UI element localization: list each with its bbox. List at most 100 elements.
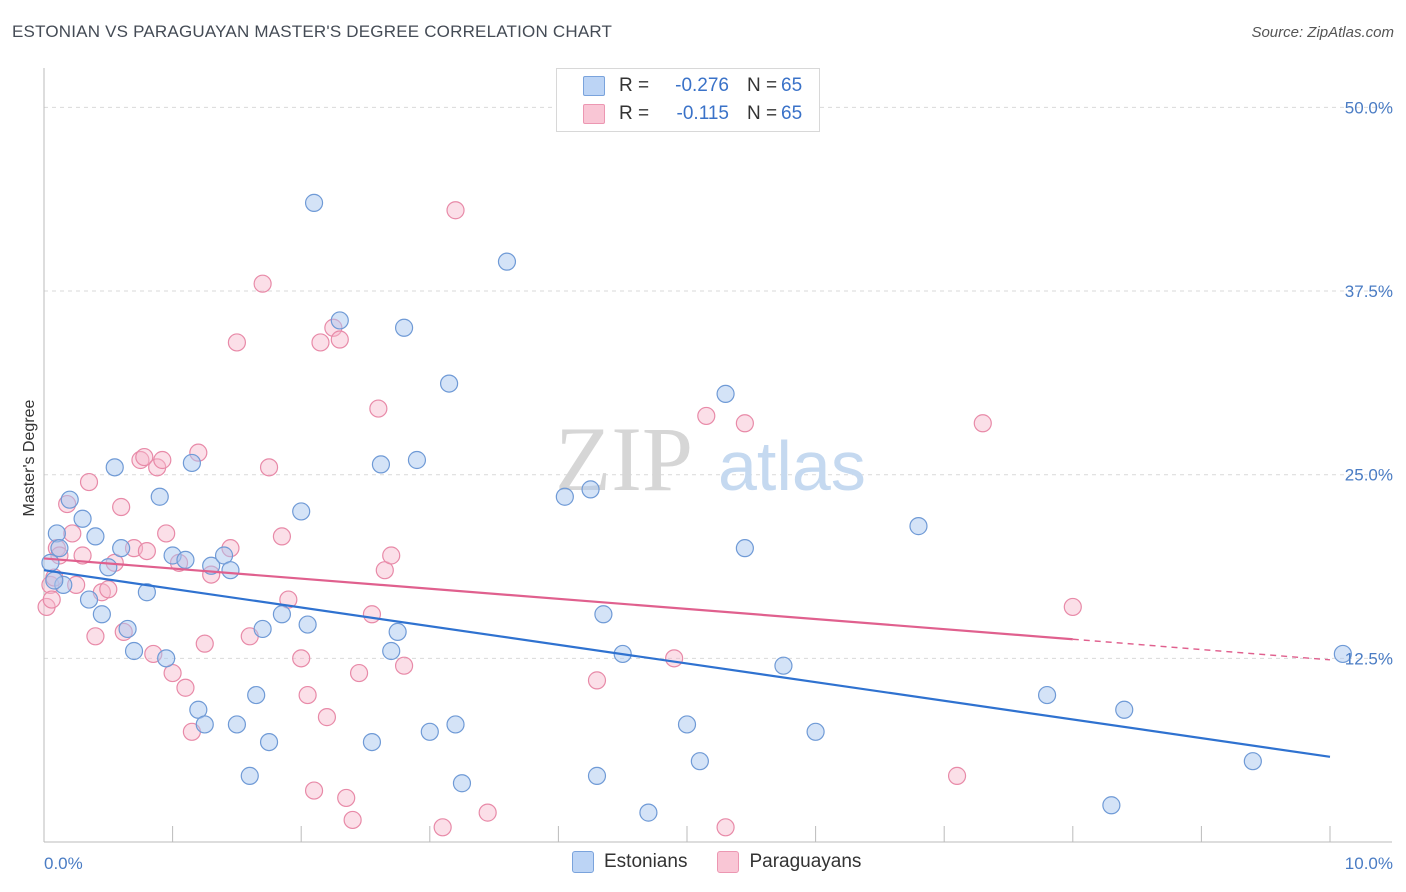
paraguayans-point <box>343 810 362 830</box>
estonians-swatch <box>572 851 594 873</box>
estonians-point <box>371 455 391 474</box>
legend-label-paraguayans: Paraguayans <box>749 851 862 872</box>
legend-item-paraguayans[interactable]: Paraguayans <box>717 851 861 873</box>
paraguayans-point <box>1063 597 1082 617</box>
paraguayans-point <box>349 663 369 683</box>
paraguayans-point <box>317 708 337 727</box>
paraguayans-swatch <box>717 851 740 873</box>
paraguayans-point <box>73 546 92 565</box>
estonians-point <box>1115 700 1134 719</box>
estonians-point <box>292 502 311 521</box>
legend-item-estonians[interactable]: Estonians <box>572 851 687 873</box>
estonians-point <box>176 550 195 570</box>
estonians-point <box>195 715 214 734</box>
estonians-point <box>221 561 240 580</box>
estonians-points <box>41 193 1352 822</box>
estonians-point <box>298 615 317 634</box>
estonians-point <box>157 649 176 668</box>
y-tick-label: 12.5% <box>1345 649 1393 668</box>
estonians-point <box>60 490 79 509</box>
paraguayans-point <box>176 678 195 697</box>
paraguayans-point <box>42 590 61 609</box>
tick-labels: 12.5% 25.0% 37.5% 50.0% 0.0% 10.0% <box>44 98 1393 873</box>
n-value: 65 <box>781 75 803 96</box>
paraguayans-point <box>973 414 992 433</box>
paraguayans-point <box>382 546 401 565</box>
r-value: -0.115 <box>676 103 729 124</box>
paraguayans-point <box>195 634 214 653</box>
estonians-point <box>806 722 825 741</box>
estonians-point <box>105 458 124 477</box>
estonians-point <box>581 480 600 499</box>
x-tick-label: 10.0% <box>1345 854 1393 873</box>
estonians-point <box>45 571 64 590</box>
paraguayans-point <box>79 472 99 492</box>
estonians-swatch <box>583 76 605 96</box>
paraguayans-point <box>665 649 684 668</box>
paraguayans-point <box>369 399 388 418</box>
paraguayans-point <box>446 201 465 220</box>
estonians-point <box>594 605 613 624</box>
estonians-point <box>439 374 459 393</box>
estonians-point <box>99 558 118 577</box>
estonians-point <box>388 622 407 642</box>
paraguayans-points <box>37 201 1082 837</box>
estonians-point <box>1333 644 1352 664</box>
paraguayans-point <box>86 627 105 646</box>
x-tick-label: 0.0% <box>44 854 83 873</box>
paraguayans-point <box>478 803 497 822</box>
estonians-point <box>240 766 259 785</box>
estonians-point <box>909 517 928 536</box>
paraguayans-point <box>63 524 82 543</box>
paraguayans-point <box>735 414 754 433</box>
legend-row-paraguayans: R = -0.115 N = 65 <box>557 101 802 127</box>
paraguayans-point <box>298 685 317 705</box>
estonians-point <box>420 722 439 741</box>
watermark-zip: ZIP <box>555 408 693 510</box>
paraguayans-point <box>259 458 279 477</box>
estonians-point <box>41 553 60 572</box>
source-label: Source: ZipAtlas.com <box>1251 24 1394 41</box>
estonians-point <box>677 715 697 734</box>
paraguayans-point <box>137 541 156 561</box>
paraguayans-point <box>337 788 356 808</box>
paraguayans-point <box>947 766 967 785</box>
n-value: 65 <box>781 103 803 124</box>
paraguayans-point <box>292 649 311 668</box>
estonians-point <box>330 311 349 330</box>
paraguayans-point <box>135 447 154 467</box>
estonians-point <box>124 641 144 661</box>
legend-row-estonians: R = -0.276 N = 65 <box>557 73 802 99</box>
y-axis-label: Master's Degree <box>21 399 38 516</box>
y-tick-label: 25.0% <box>1345 466 1393 485</box>
estonians-point <box>639 803 658 822</box>
estonians-point <box>587 766 607 785</box>
paraguayans-point <box>330 330 349 349</box>
series-legend: Estonians Paraguayans <box>572 851 891 873</box>
paraguayans-point <box>153 450 172 470</box>
estonians-point <box>394 318 414 337</box>
paraguayans-trend-extension <box>1072 638 1331 661</box>
paraguayans-trend-line <box>43 557 1073 641</box>
paraguayans-point <box>253 274 272 293</box>
correlation-legend: R = -0.276 N = 65 R = -0.115 N = 65 <box>556 68 820 132</box>
paraguayans-point <box>227 333 246 352</box>
n-label: N = <box>747 75 778 96</box>
axes <box>43 68 1392 843</box>
estonians-point <box>362 732 382 752</box>
estonians-point <box>382 641 401 661</box>
estonians-point <box>1243 752 1262 771</box>
estonians-point <box>555 487 574 506</box>
paraguayans-point <box>362 605 382 624</box>
estonians-point <box>92 605 111 624</box>
trend-lines <box>43 557 1331 758</box>
paraguayans-point <box>716 818 735 837</box>
paraguayans-point <box>433 818 452 837</box>
paraguayans-point <box>272 527 292 546</box>
estonians-point <box>452 774 472 793</box>
estonians-point <box>47 524 66 543</box>
estonians-point <box>272 605 292 624</box>
estonians-point <box>137 583 156 602</box>
r-label: R = <box>619 103 650 124</box>
